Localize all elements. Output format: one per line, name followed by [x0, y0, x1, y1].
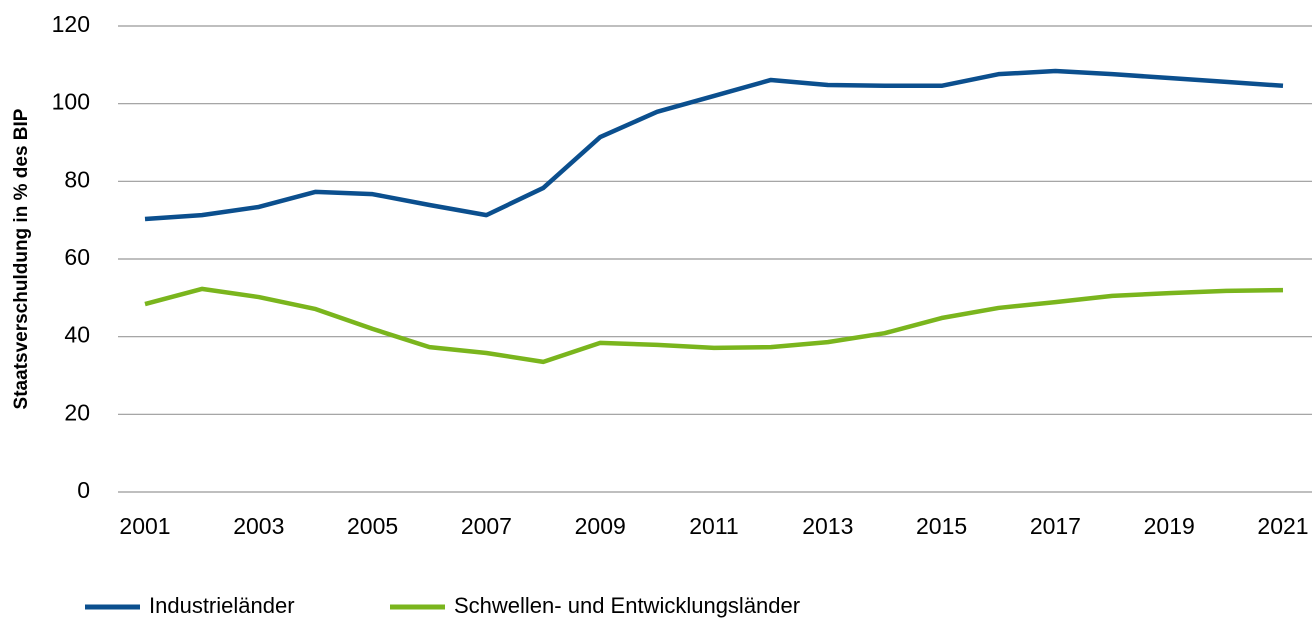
y-tick-label: 60	[64, 244, 90, 270]
x-tick-label: 2009	[575, 513, 626, 539]
y-tick-label: 0	[77, 477, 90, 503]
y-tick-label: 80	[64, 166, 90, 192]
x-tick-label: 2017	[1030, 513, 1081, 539]
series-line	[144, 68, 1284, 222]
legend-label: Schwellen- und Entwicklungsländer	[454, 593, 800, 618]
x-tick-label: 2021	[1257, 513, 1308, 539]
x-tick-label: 2019	[1144, 513, 1195, 539]
x-tick-label: 2011	[689, 513, 738, 539]
y-tick-label: 20	[64, 399, 90, 425]
x-tick-label: 2003	[233, 513, 284, 539]
y-tick-label: 40	[64, 322, 90, 348]
x-tick-label: 2001	[119, 513, 170, 539]
series-line	[144, 286, 1284, 365]
y-tick-label: 120	[52, 11, 90, 37]
x-tick-label: 2005	[347, 513, 398, 539]
legend-label: Industrieländer	[149, 593, 295, 618]
x-tick-label: 2007	[461, 513, 512, 539]
x-tick-label: 2015	[916, 513, 967, 539]
x-tick-label: 2013	[802, 513, 853, 539]
y-axis-label: Staatsverschuldung in % des BIP	[11, 108, 32, 409]
y-tick-label: 100	[52, 89, 90, 115]
